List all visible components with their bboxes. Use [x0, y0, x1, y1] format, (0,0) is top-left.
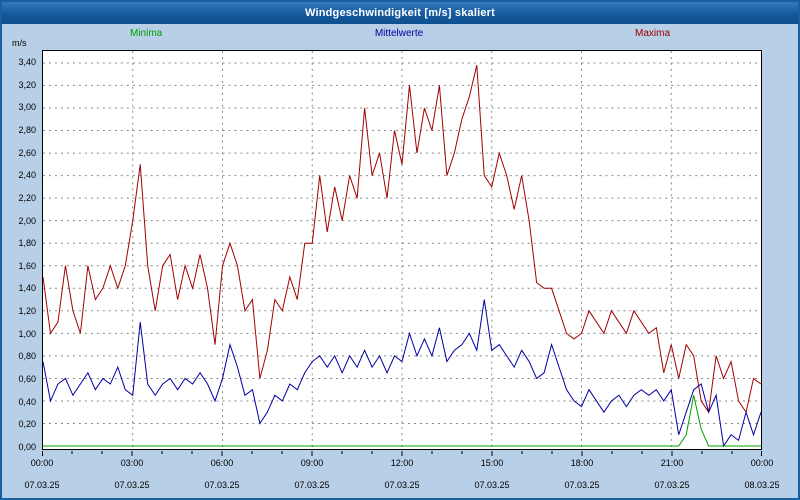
x-axis-date-labels: 07.03.25 07.03.25 07.03.25 07.03.25 07.03.25… [2, 480, 798, 494]
y-tick-label: 1,80 [18, 238, 36, 249]
series-line-minima [43, 395, 761, 447]
y-tick-label: 1,00 [18, 328, 36, 339]
legend-item-maxima: Maxima [635, 28, 671, 39]
x-time-label: 09:00 [300, 458, 324, 468]
x-date-label: 07.03.25 [294, 480, 330, 490]
x-date-label: 07.03.25 [24, 480, 60, 490]
y-tick-label: 0,60 [18, 374, 36, 385]
x-date-label: 07.03.25 [204, 480, 240, 490]
y-tick-label: 1,20 [18, 306, 36, 317]
x-time-label: 00:00 [30, 458, 54, 468]
plot-frame [42, 50, 762, 450]
x-time-label: 15:00 [480, 458, 504, 468]
x-time-label: 00:00 [750, 458, 774, 468]
y-tick-label: 3,40 [18, 57, 36, 67]
y-tick-label: 2,20 [18, 192, 36, 203]
y-tick-label: 1,60 [18, 260, 36, 271]
x-date-label: 07.03.25 [384, 480, 420, 490]
title-bar: Windgeschwindigkeit [m/s] skaliert [2, 2, 798, 24]
x-time-label: 18:00 [570, 458, 594, 468]
x-date-label: 07.03.25 [114, 480, 150, 490]
y-tick-label: 0,20 [18, 419, 36, 430]
x-time-label: 03:00 [120, 458, 144, 468]
x-date-label: 07.03.25 [474, 480, 510, 490]
y-tick-label: 0,00 [18, 442, 36, 452]
legend-item-mittelwerte: Mittelwerte [374, 28, 424, 39]
x-date-label: 08.03.25 [744, 480, 780, 490]
chart-legend: Minima Mittelwerte Maxima [2, 26, 798, 44]
y-tick-label: 1,40 [18, 283, 36, 294]
y-axis-unit-label: m/s [12, 38, 27, 48]
y-axis-labels: 0,00 0,20 0,40 0,60 0,80 1,00 1,20 1,40 1,60 1,80… [2, 2, 38, 462]
x-axis-time-labels: 00:00 03:00 06:00 09:00 12:00 15:00 18:00 21:00… [2, 458, 798, 472]
x-time-label: 12:00 [390, 458, 414, 468]
series-line-maxima [43, 65, 761, 414]
x-time-label: 21:00 [660, 458, 684, 468]
x-date-label: 07.03.25 [564, 480, 600, 490]
y-tick-label: 3,00 [18, 102, 36, 113]
plot-area-svg [43, 51, 761, 449]
y-tick-label: 2,40 [18, 170, 36, 181]
x-time-label: 06:00 [210, 458, 234, 468]
y-tick-label: 2,00 [18, 215, 36, 226]
legend-item-minima: Minima [130, 28, 163, 39]
y-tick-label: 0,80 [18, 351, 36, 362]
series-line-mittelwerte [43, 299, 761, 448]
y-tick-label: 0,40 [18, 396, 36, 407]
y-tick-label: 2,80 [18, 124, 36, 135]
x-date-label: 07.03.25 [654, 480, 690, 490]
y-tick-label: 3,20 [18, 79, 36, 90]
y-tick-label: 2,60 [18, 147, 36, 158]
x-axis-tick-marks [42, 451, 762, 456]
window-title: Windgeschwindigkeit [m/s] skaliert [304, 7, 496, 19]
